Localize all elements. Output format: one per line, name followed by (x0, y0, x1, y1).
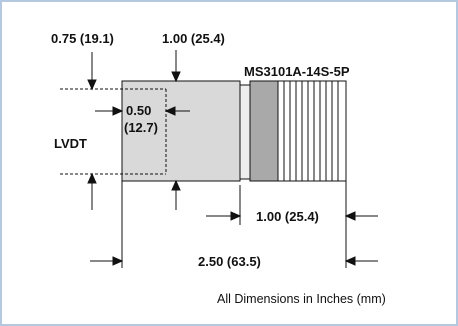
bore-depth-dimension (95, 106, 190, 116)
connector-length-label: 1.00 (25.4) (256, 209, 319, 224)
bore-depth-inch: 0.50 (126, 103, 151, 118)
units-note: All Dimensions in Inches (mm) (217, 292, 386, 306)
overall-length-dimension (90, 256, 378, 266)
housing-diameter-dimension (171, 50, 181, 210)
bore-diameter-dimension (87, 52, 97, 210)
connector-body (249, 80, 279, 182)
bore-dashed-outline (60, 88, 167, 175)
thread-lines (283, 81, 339, 181)
bore-depth-mm: (12.7) (124, 120, 158, 135)
housing-diameter-label: 1.00 (25.4) (162, 31, 225, 46)
housing-collar (239, 84, 251, 180)
lvdt-label: LVDT (54, 136, 87, 151)
lvdt-housing (121, 80, 241, 182)
extension-lines (121, 181, 347, 268)
connector-length-dimension (206, 211, 378, 221)
bore-diameter-label: 0.75 (19.1) (51, 31, 114, 46)
connector-part-number: MS3101A-14S-5P (244, 64, 350, 79)
connector-thread (277, 80, 347, 182)
overall-length-label: 2.50 (63.5) (198, 254, 261, 269)
